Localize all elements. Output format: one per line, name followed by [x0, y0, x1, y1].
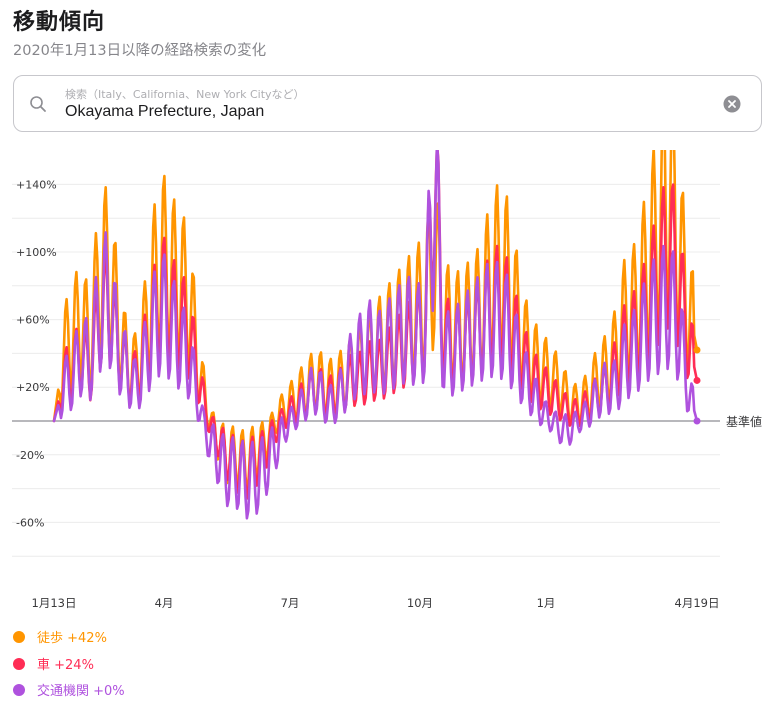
y-tick-label: -20%	[16, 449, 44, 462]
transit-series-line	[52, 150, 699, 520]
search-placeholder: 検索（Italy、California、New York Cityなど）	[65, 88, 305, 101]
search-icon	[30, 96, 46, 112]
y-tick-label: +140%	[16, 178, 57, 191]
transit-legend-label: 交通機関 +0%	[37, 684, 125, 699]
search-field[interactable]: 検索（Italy、California、New York Cityなど） Oka…	[13, 75, 762, 132]
legend-driving: 車 +24%	[13, 654, 94, 673]
x-tick-label: 4月19日	[675, 596, 720, 610]
page-subtitle: 2020年1月13日以降の経路検索の変化	[13, 43, 267, 59]
baseline-label: 基準値	[726, 414, 762, 429]
clear-icon[interactable]	[723, 95, 741, 113]
driving-end-point	[693, 376, 701, 384]
x-tick-label: 10月	[407, 596, 433, 610]
transit-legend-dot	[13, 683, 25, 696]
search-input[interactable]: Okayama Prefecture, Japan	[65, 103, 265, 120]
x-tick-label: 1月	[537, 596, 556, 610]
transit-end-point	[693, 417, 701, 425]
driving-legend-dot	[13, 657, 25, 670]
mobility-chart: 基準値 +140% +100% +60% +20% -20% -60% 1月13日 4月 7月 10…	[12, 150, 762, 610]
walking-series-line	[52, 150, 699, 493]
walking-legend-label: 徒歩 +42%	[37, 631, 107, 646]
y-tick-label: +60%	[16, 314, 50, 327]
legend-transit: 交通機関 +0%	[13, 680, 125, 699]
y-tick-label: -60%	[16, 516, 44, 529]
driving-legend-label: 車 +24%	[37, 658, 94, 673]
y-tick-label: +20%	[16, 381, 50, 394]
y-tick-label: +100%	[16, 246, 57, 259]
page-title: 移動傾向	[13, 10, 106, 35]
x-tick-label: 7月	[281, 596, 300, 610]
legend-walking: 徒歩 +42%	[13, 627, 107, 646]
x-tick-label: 4月	[155, 596, 174, 610]
walking-end-point	[693, 346, 701, 354]
x-tick-label: 1月13日	[32, 596, 77, 610]
walking-legend-dot	[13, 630, 25, 643]
